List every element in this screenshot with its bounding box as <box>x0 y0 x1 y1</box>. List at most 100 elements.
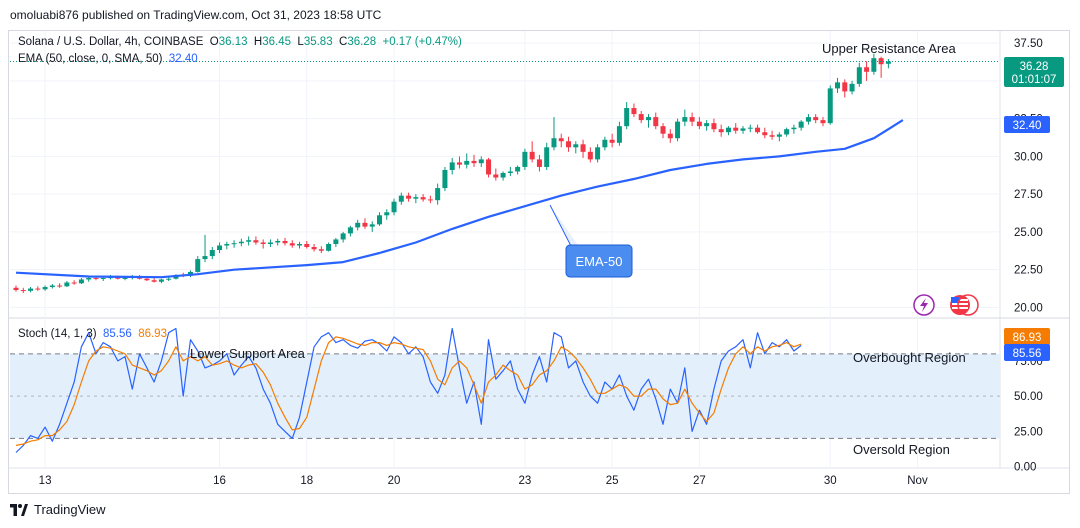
last-price-badge <box>1004 57 1064 87</box>
candle-body <box>93 277 99 279</box>
candle-body <box>122 277 128 279</box>
candle-body <box>536 159 542 167</box>
last-price-value: 36.28 <box>1020 61 1049 73</box>
us-flag-icon[interactable] <box>950 294 979 316</box>
candle-body <box>704 123 710 127</box>
high-label: H <box>253 36 263 48</box>
candle-body <box>144 278 150 281</box>
candle-body <box>333 239 339 244</box>
candle-body <box>813 117 819 121</box>
candle-body <box>64 282 70 287</box>
candle-body <box>238 241 244 244</box>
candle-body <box>478 159 484 164</box>
candle-body <box>624 108 630 127</box>
price-tick-label: 20.00 <box>1014 302 1043 314</box>
low-value: 35.83 <box>303 36 333 48</box>
candle-body <box>20 290 26 292</box>
candle-body <box>507 171 513 173</box>
stoch-d-line <box>15 336 802 446</box>
candle-body <box>885 61 891 64</box>
candle-body <box>740 128 746 131</box>
candle-body <box>100 277 106 279</box>
candle-body <box>820 120 826 124</box>
candle-body <box>616 126 622 143</box>
oversold-label[interactable]: Oversold Region <box>853 442 950 457</box>
candle-body <box>798 121 804 128</box>
lightning-icon[interactable] <box>913 294 935 316</box>
candle-body <box>580 144 586 152</box>
candle-body <box>660 126 666 134</box>
candle-body <box>842 82 848 92</box>
ema-callout[interactable] <box>565 244 633 278</box>
footer-branding[interactable]: TradingView <box>10 502 106 517</box>
candle-body <box>253 240 259 243</box>
candle-body <box>587 151 593 160</box>
candle-body <box>573 144 579 148</box>
ema-value-badge <box>1004 116 1050 133</box>
candle-body <box>289 243 295 246</box>
candle-body <box>653 117 659 127</box>
candle-body <box>449 162 455 170</box>
open-label: O <box>209 36 219 48</box>
candle-body <box>347 227 353 234</box>
candle-body <box>304 243 310 248</box>
candle-body <box>456 162 462 165</box>
time-axis[interactable]: 13 16 18 20 23 25 27 30 Nov <box>39 475 928 487</box>
ema-callout-pointer <box>549 204 573 249</box>
ema-legend[interactable]: EMA (50, close, 0, SMA, 50) 32.40 <box>18 53 198 65</box>
price-legend[interactable]: Solana / U.S. Dollar, 4h, COINBASE O36.1… <box>18 36 462 48</box>
lower-support-label[interactable]: Lower Support Area <box>190 346 306 361</box>
tradingview-logo-icon <box>10 503 28 516</box>
price-tick-label: 37.50 <box>1014 38 1043 50</box>
candle-body <box>355 222 361 228</box>
candle-body <box>28 288 34 291</box>
candle-body <box>864 67 870 72</box>
candle-body <box>57 285 63 287</box>
candle-body <box>282 240 288 244</box>
candle-body <box>747 127 753 129</box>
candle-body <box>631 108 637 115</box>
candle-body <box>224 243 230 246</box>
close-label: C <box>339 36 348 48</box>
price-tick-label: 27.50 <box>1014 189 1043 201</box>
candle-body <box>849 83 855 92</box>
candle-body <box>13 287 19 291</box>
candle-body <box>42 287 48 290</box>
price-tick-label: 30.00 <box>1014 151 1043 163</box>
candle-body <box>500 172 506 178</box>
candlestick-series <box>13 53 891 294</box>
publisher-caption: omoluabi876 published on TradingView.com… <box>10 8 382 22</box>
stoch-d-value: 86.93 <box>138 328 167 340</box>
candle-body <box>166 278 172 280</box>
stoch-legend[interactable]: Stoch (14, 1, 3) 85.56 86.93 <box>18 328 167 340</box>
ema-series <box>15 119 904 279</box>
candle-body <box>827 88 833 124</box>
candle-body <box>158 279 164 282</box>
candle-body <box>471 160 477 164</box>
candle-body <box>377 215 382 225</box>
overbought-label[interactable]: Overbought Region <box>853 350 966 365</box>
candle-body <box>406 195 412 199</box>
candle-body <box>696 121 702 127</box>
candle-body <box>151 280 157 282</box>
candle-body <box>675 121 681 139</box>
candle-body <box>711 123 717 130</box>
candle-body <box>435 188 441 201</box>
time-tick-label: 30 <box>824 475 837 487</box>
ema-line <box>15 119 904 279</box>
price-tick-label: 25.00 <box>1014 227 1043 239</box>
candle-body <box>515 166 521 172</box>
candle-body <box>667 133 673 139</box>
upper-resistance-label[interactable]: Upper Resistance Area <box>822 41 956 56</box>
candle-body <box>638 114 644 121</box>
candle-body <box>202 256 208 260</box>
candle-body <box>784 129 790 135</box>
candle-body <box>464 160 470 165</box>
candle-body <box>856 67 862 84</box>
stoch-d-badge <box>1004 328 1050 345</box>
candle-body <box>805 117 811 122</box>
candle-body <box>602 139 608 148</box>
candle-body <box>311 247 317 250</box>
